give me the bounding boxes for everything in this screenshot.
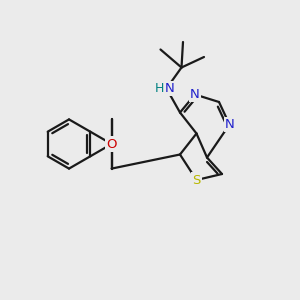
Text: N: N bbox=[190, 88, 200, 101]
Text: H: H bbox=[155, 82, 165, 95]
Text: N: N bbox=[165, 82, 174, 95]
Text: S: S bbox=[192, 173, 201, 187]
Text: N: N bbox=[225, 118, 234, 131]
Text: O: O bbox=[106, 137, 117, 151]
Text: O: O bbox=[106, 137, 117, 151]
